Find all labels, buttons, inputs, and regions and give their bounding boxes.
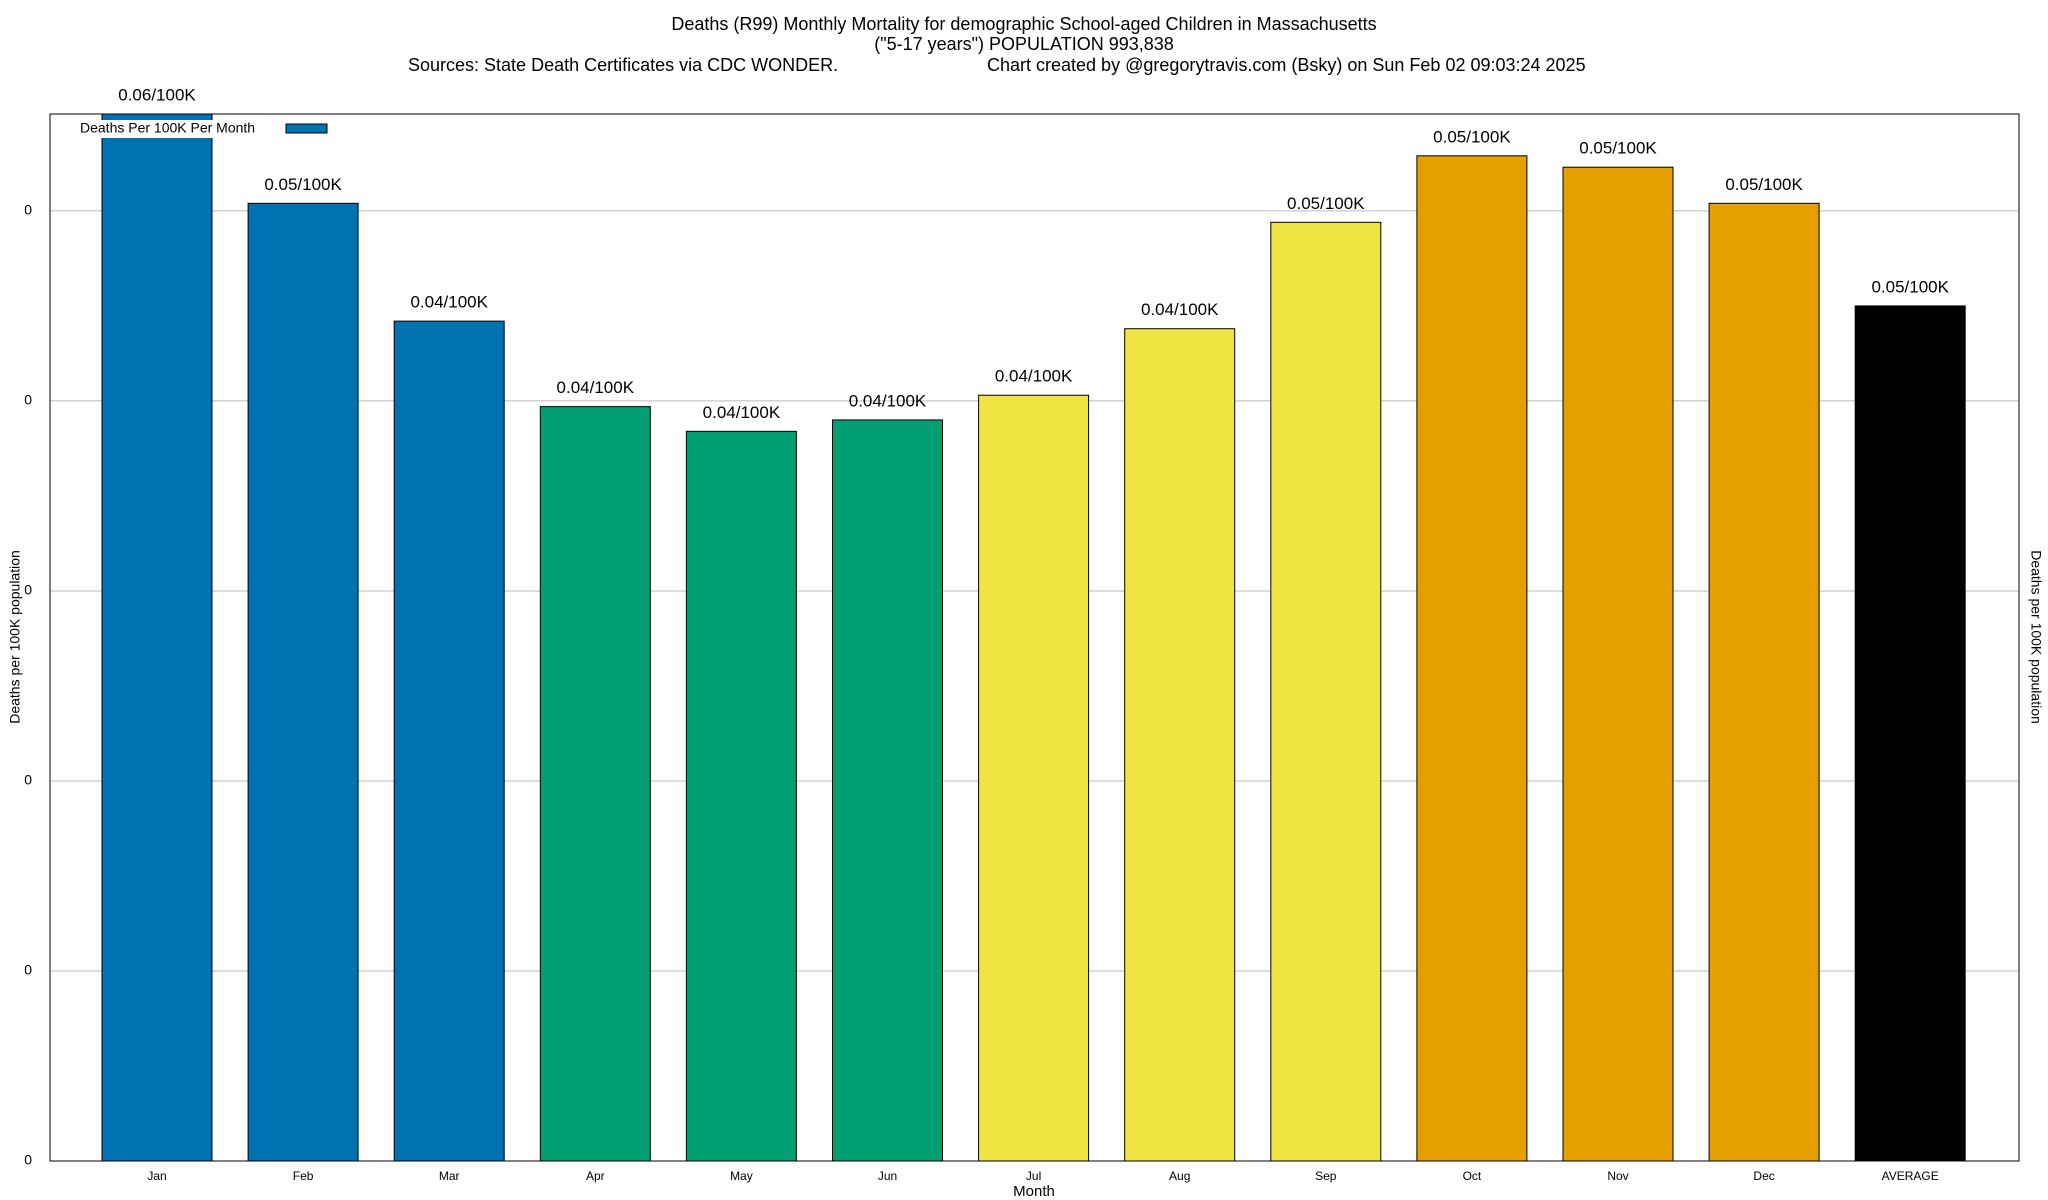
plot-border xyxy=(49,113,2020,1162)
value-label: 0.05/100K xyxy=(1871,277,1949,296)
legend-label: Deaths Per 100K Per Month xyxy=(80,120,255,136)
value-label: 0.04/100K xyxy=(703,403,781,422)
bar xyxy=(539,406,651,1162)
value-label: 0.05/100K xyxy=(264,175,342,194)
chart-subtitle: ("5-17 years") POPULATION 993,838 xyxy=(874,34,1174,54)
value-label: 0.05/100K xyxy=(1725,175,1803,194)
y-tick-label: 0 xyxy=(24,1152,32,1168)
value-label: 0.04/100K xyxy=(410,293,488,312)
value-label: 0.06/100K xyxy=(118,85,196,104)
y-tick-label: 0 xyxy=(24,202,32,218)
x-tick-label: Jun xyxy=(878,1169,897,1183)
bar xyxy=(1562,166,1674,1162)
y-tick-label: 0 xyxy=(24,392,32,408)
y-tick-label: 0 xyxy=(24,962,32,978)
legend-swatch xyxy=(285,123,328,134)
y-tick-label: 0 xyxy=(24,582,32,598)
y-axis-label: Deaths per 100K population xyxy=(7,550,23,724)
bar xyxy=(685,430,797,1162)
bar xyxy=(1708,202,1820,1162)
legend-box xyxy=(70,120,340,138)
x-tick-label: Oct xyxy=(1463,1169,1482,1183)
bar xyxy=(1854,305,1966,1162)
x-tick-label: Jul xyxy=(1026,1169,1041,1183)
bar xyxy=(101,113,213,1162)
value-label: 0.04/100K xyxy=(557,378,635,397)
sources: Sources: State Death Certificates via CD… xyxy=(408,55,838,75)
bar xyxy=(393,320,505,1162)
x-tick-label: Sep xyxy=(1315,1169,1337,1183)
x-tick-label: AVERAGE xyxy=(1882,1169,1939,1183)
bar xyxy=(978,394,1090,1162)
y2-axis-label: Deaths per 100K population xyxy=(2028,550,2044,724)
bar xyxy=(1270,221,1382,1162)
chart-title: Deaths (R99) Monthly Mortality for demog… xyxy=(671,14,1376,34)
x-tick-label: May xyxy=(730,1169,753,1183)
value-label: 0.04/100K xyxy=(995,367,1073,386)
bar xyxy=(832,419,943,1162)
value-label: 0.05/100K xyxy=(1287,194,1365,213)
x-tick-label: Nov xyxy=(1607,1169,1628,1183)
credit: Chart created by @gregorytravis.com (Bsk… xyxy=(987,55,1586,75)
x-tick-label: Dec xyxy=(1753,1169,1774,1183)
value-label: 0.05/100K xyxy=(1579,139,1657,158)
x-tick-label: Mar xyxy=(439,1169,460,1183)
bar xyxy=(247,202,359,1162)
bar xyxy=(1124,328,1236,1162)
value-label: 0.05/100K xyxy=(1433,127,1511,146)
bar xyxy=(1416,155,1528,1162)
x-tick-label: Aug xyxy=(1169,1169,1190,1183)
x-tick-label: Jan xyxy=(147,1169,166,1183)
y-tick-label: 0 xyxy=(24,772,32,788)
value-label: 0.04/100K xyxy=(1141,300,1219,319)
value-label: 0.04/100K xyxy=(849,391,927,410)
x-tick-label: Apr xyxy=(586,1169,605,1183)
x-tick-label: Feb xyxy=(293,1169,314,1183)
x-axis-label: Month xyxy=(1013,1183,1055,1200)
